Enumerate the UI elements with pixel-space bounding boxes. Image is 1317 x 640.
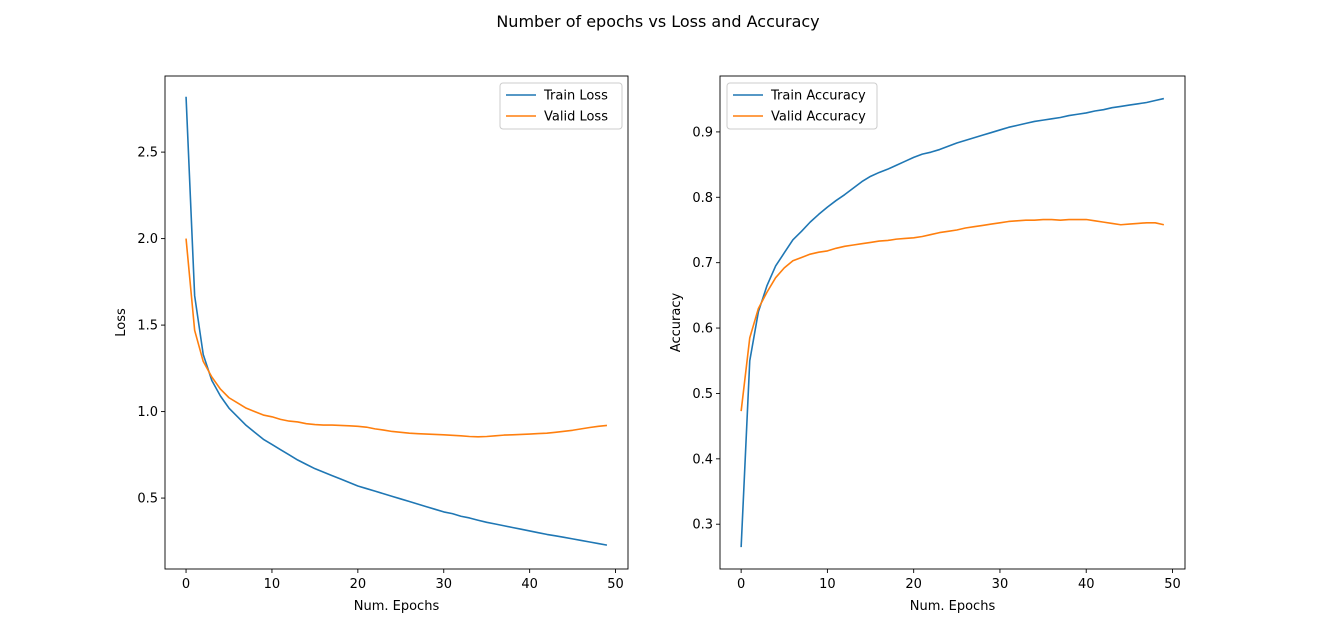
y-axis-label: Accuracy [669,293,684,353]
y-tick-label: 1.5 [137,319,158,334]
x-tick-label: 0 [182,577,190,592]
y-tick-label: 0.9 [692,125,713,140]
x-tick-label: 0 [737,577,745,592]
y-tick-label: 0.6 [692,322,713,337]
legend-label-train-loss: Train Loss [543,89,608,104]
y-tick-label: 2.5 [137,146,158,161]
legend-label-valid-accuracy: Valid Accuracy [771,110,866,125]
x-tick-label: 30 [992,577,1009,592]
x-tick-label: 40 [1078,577,1095,592]
y-axis-label: Loss [114,308,129,337]
figure-title: Number of epochs vs Loss and Accuracy [496,12,819,31]
x-tick-label: 40 [521,577,538,592]
series-line-train-loss [185,96,608,546]
series-line-train-accuracy [740,97,1165,548]
y-tick-label: 2.0 [137,232,158,247]
legend-label-valid-loss: Valid Loss [544,110,608,125]
plot-frame [164,75,629,570]
legend: Train Accuracy Valid Accuracy [726,82,878,130]
plot-frame [719,75,1186,570]
series-line-valid-accuracy [740,218,1165,412]
x-tick-label: 20 [905,577,922,592]
y-tick-label: 0.4 [692,452,713,467]
x-axis-label: Num. Epochs [354,599,440,614]
y-tick-label: 0.7 [692,256,713,271]
x-tick-label: 20 [350,577,367,592]
x-tick-label: 30 [435,577,452,592]
x-tick-label: 50 [607,577,624,592]
x-tick-label: 10 [819,577,836,592]
legend: Train Loss Valid Loss [499,82,623,130]
y-tick-label: 0.8 [692,191,713,206]
legend-label-train-accuracy: Train Accuracy [770,89,866,104]
x-tick-label: 10 [264,577,281,592]
y-tick-label: 1.0 [137,405,158,420]
legend-box [726,82,878,130]
series-line-valid-loss [185,238,608,438]
accuracy-chart: 0 10 20 30 40 50 0.3 0.4 0.5 0.6 0.7 0.8 0.9 Num. Epo… [669,75,1186,614]
y-tick-label: 0.5 [692,387,713,402]
y-tick-label: 0.3 [692,518,713,533]
y-tick-label: 0.5 [137,492,158,507]
x-tick-label: 50 [1164,577,1181,592]
x-axis-label: Num. Epochs [910,599,996,614]
loss-chart: 0 10 20 30 40 50 0.5 1.0 1.5 2.0 2.5 Num. Epochs Los… [114,75,629,614]
